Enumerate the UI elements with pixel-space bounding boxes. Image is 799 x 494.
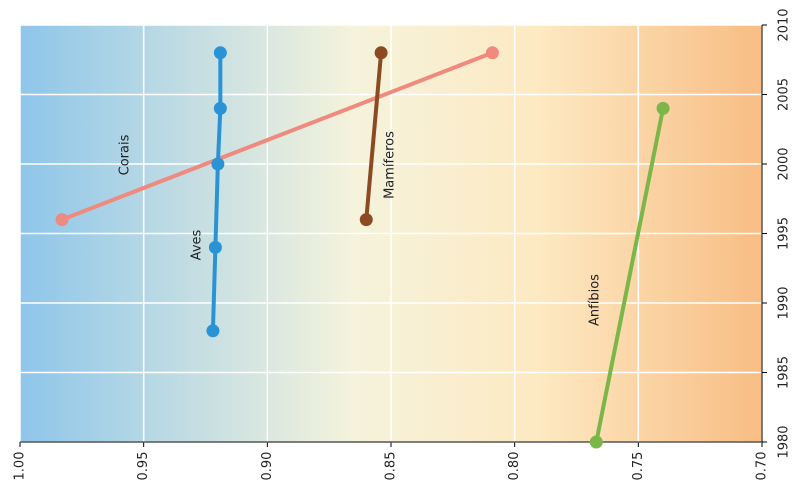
x-tick-label: 0.90 [260,452,275,481]
data-point [374,46,388,60]
series-label: Mamíferos [383,131,398,199]
data-point [213,101,227,115]
data-point [55,213,69,227]
y-tick-label: 2010 [777,8,792,41]
data-point [208,240,222,254]
data-point [589,435,603,449]
y-tick-label: 2000 [777,147,792,180]
x-tick-label: 0.80 [507,452,522,481]
y-tick-label: 1995 [777,217,792,250]
series-line [594,108,666,443]
data-point [485,46,499,60]
y-tick-label: 1990 [777,286,792,319]
y-tick-label: 1985 [777,356,792,389]
x-tick-label: 0.75 [631,452,646,481]
x-tick-label: 0.85 [384,452,399,481]
y-tick-label: 2005 [777,78,792,111]
data-point [359,213,373,227]
x-tick-label: 0.95 [136,452,151,481]
series-line [364,52,384,220]
series-label: Aves [190,229,205,260]
data-point [656,101,670,115]
data-point [206,324,220,338]
series-label: Corais [118,134,133,175]
x-tick-label: 0.70 [755,452,770,481]
data-point [213,46,227,60]
y-tick-label: 1980 [777,425,792,458]
data-point [211,157,225,171]
x-tick-label: 1.00 [13,452,28,481]
series-label: Anfíbios [588,274,603,326]
series-line [61,50,494,222]
